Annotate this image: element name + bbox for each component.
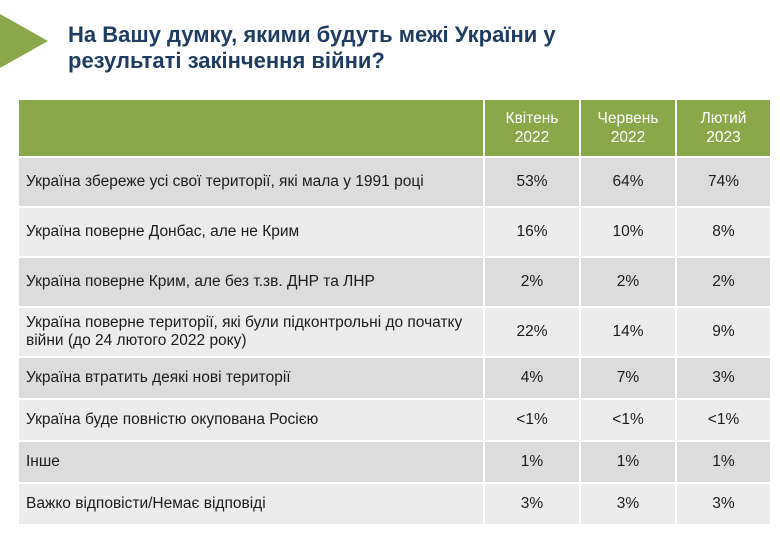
row-value: 1% bbox=[675, 440, 772, 484]
row-value: 4% bbox=[483, 356, 581, 400]
row-label: Інше bbox=[17, 440, 485, 484]
row-value: 1% bbox=[579, 440, 677, 484]
row-value: 2% bbox=[675, 256, 772, 308]
table-row: Інше 1% 1% 1% bbox=[17, 440, 772, 484]
results-table: Квітень 2022 Червень 2022 Лютий 2023 Укр… bbox=[17, 98, 772, 526]
row-value: 2% bbox=[483, 256, 581, 308]
row-value: 53% bbox=[483, 156, 581, 208]
row-value: 64% bbox=[579, 156, 677, 208]
row-label: Україна втратить деякі нові території bbox=[17, 356, 485, 400]
row-label: Україна буде повністю окупована Росією bbox=[17, 398, 485, 442]
column-header-month: Червень bbox=[597, 110, 659, 127]
table-row: Україна збереже усі свої території, які … bbox=[17, 156, 772, 208]
column-header-year: 2022 bbox=[514, 129, 550, 146]
row-value: 10% bbox=[579, 206, 677, 258]
row-label: Україна збереже усі свої території, які … bbox=[17, 156, 485, 208]
row-value: 3% bbox=[675, 356, 772, 400]
row-value: 2% bbox=[579, 256, 677, 308]
table-header: Квітень 2022 Червень 2022 Лютий 2023 bbox=[17, 98, 772, 158]
table-row: Україна поверне Донбас, але не Крим 16% … bbox=[17, 206, 772, 258]
page-title: На Вашу думку, якими будуть межі України… bbox=[68, 22, 556, 73]
row-value: 14% bbox=[579, 306, 677, 358]
row-value: 3% bbox=[675, 482, 772, 526]
row-value: 74% bbox=[675, 156, 772, 208]
row-value: <1% bbox=[675, 398, 772, 442]
row-value: 8% bbox=[675, 206, 772, 258]
column-header-month: Лютий bbox=[700, 110, 747, 127]
row-value: 9% bbox=[675, 306, 772, 358]
table-row: Україна поверне Крим, але без т.зв. ДНР … bbox=[17, 256, 772, 308]
column-header-month: Квітень bbox=[505, 110, 559, 127]
title-arrow-icon bbox=[0, 14, 48, 68]
header-row: Квітень 2022 Червень 2022 Лютий 2023 bbox=[17, 98, 772, 158]
row-label: Україна поверне Крим, але без т.зв. ДНР … bbox=[17, 256, 485, 308]
row-value: <1% bbox=[483, 398, 581, 442]
row-label: Важко відповісти/Немає відповіді bbox=[17, 482, 485, 526]
table-row: Важко відповісти/Немає відповіді 3% 3% 3… bbox=[17, 482, 772, 526]
column-header-year: 2022 bbox=[610, 129, 646, 146]
column-header-april-2022: Квітень 2022 bbox=[483, 98, 581, 158]
row-value: 1% bbox=[483, 440, 581, 484]
header-blank-cell bbox=[17, 98, 485, 158]
table-row: Україна поверне території, які були підк… bbox=[17, 306, 772, 358]
row-value: 16% bbox=[483, 206, 581, 258]
column-header-june-2022: Червень 2022 bbox=[579, 98, 677, 158]
row-value: 22% bbox=[483, 306, 581, 358]
row-value: 3% bbox=[483, 482, 581, 526]
column-header-february-2023: Лютий 2023 bbox=[675, 98, 772, 158]
row-value: <1% bbox=[579, 398, 677, 442]
row-label: Україна поверне території, які були підк… bbox=[17, 306, 485, 358]
table-body: Україна збереже усі свої території, які … bbox=[17, 156, 772, 526]
row-value: 3% bbox=[579, 482, 677, 526]
table-row: Україна втратить деякі нові території 4%… bbox=[17, 356, 772, 400]
table-row: Україна буде повністю окупована Росією <… bbox=[17, 398, 772, 442]
row-value: 7% bbox=[579, 356, 677, 400]
column-header-year: 2023 bbox=[706, 129, 741, 146]
row-label: Україна поверне Донбас, але не Крим bbox=[17, 206, 485, 258]
